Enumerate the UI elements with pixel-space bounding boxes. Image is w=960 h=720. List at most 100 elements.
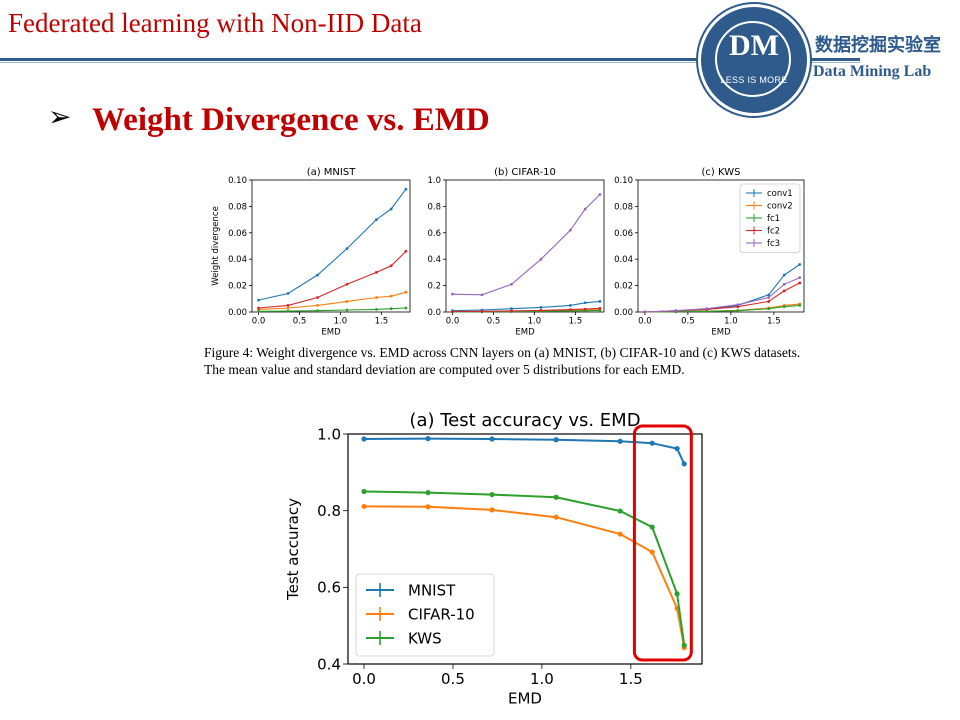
data-point — [389, 307, 393, 311]
legend-entry: fc3 — [746, 239, 780, 249]
data-point — [345, 247, 349, 251]
y-tick-label: 0.4 — [317, 655, 341, 673]
data-point — [510, 282, 513, 286]
series-line — [258, 250, 407, 309]
y-tick-label: 1.0 — [427, 176, 441, 186]
data-point — [782, 305, 786, 309]
data-point — [598, 306, 602, 310]
data-point — [617, 438, 623, 444]
x-tick-label: 0.5 — [487, 317, 501, 327]
legend-entry: MNIST — [366, 581, 456, 599]
plot-frame — [347, 433, 703, 665]
data-point — [316, 309, 319, 313]
data-point — [489, 507, 495, 513]
data-point — [569, 308, 572, 312]
legend-label: fc3 — [767, 239, 780, 249]
y-tick-label: 0.8 — [427, 202, 441, 212]
legend-box — [739, 183, 801, 253]
series-fc2 — [451, 306, 602, 314]
data-point — [345, 282, 349, 286]
chart-title: (a) Test accuracy vs. EMD — [409, 410, 640, 431]
legend-label: conv2 — [767, 201, 793, 211]
data-point — [257, 309, 260, 313]
data-point — [681, 642, 687, 648]
legend-entry: KWS — [366, 629, 442, 647]
data-point — [798, 304, 802, 307]
series-line — [258, 188, 407, 301]
series-kws — [361, 488, 687, 648]
y-tick-label: 0.02 — [614, 282, 633, 292]
y-tick-label: 0.6 — [317, 579, 341, 597]
data-point — [782, 273, 786, 277]
data-point — [361, 436, 367, 442]
data-point — [649, 524, 655, 530]
data-point — [782, 282, 786, 286]
data-point — [345, 300, 349, 303]
data-point — [736, 305, 740, 309]
section-title: Weight Divergence vs. EMD — [92, 102, 490, 138]
data-point — [674, 591, 680, 597]
lab-name-cn: 数据挖掘实验室 — [815, 35, 941, 56]
y-tick-label: 1.0 — [317, 425, 341, 443]
legend: MNIST CIFAR-10 KWS — [355, 573, 495, 657]
data-point — [674, 309, 678, 313]
data-point — [316, 273, 319, 277]
header-divider-thin — [0, 62, 860, 63]
y-tick-label: 0.04 — [614, 255, 633, 265]
series-fc2 — [643, 281, 802, 314]
logo-motto: LESS IS MORE — [720, 75, 788, 85]
y-tick-label: 0.4 — [427, 255, 441, 265]
series-fc3 — [643, 276, 802, 314]
x-tick-label: 1.5 — [569, 317, 583, 327]
y-tick-label: 0.08 — [614, 202, 633, 212]
data-point — [375, 218, 378, 222]
y-tick-label: 0.00 — [614, 308, 633, 318]
legend-entry: fc1 — [746, 214, 780, 224]
x-tick-label: 0.5 — [681, 317, 695, 327]
data-point — [598, 309, 602, 312]
data-point — [375, 296, 378, 299]
legend-label: conv1 — [767, 189, 793, 199]
series-fc3 — [451, 193, 602, 297]
data-point — [643, 310, 647, 314]
data-point — [286, 309, 290, 313]
data-point — [782, 289, 786, 293]
lab-logo: DM LESS IS MORE — [698, 4, 810, 116]
x-tick-label: 1.0 — [334, 317, 348, 327]
chart-4: (a) Test accuracy vs. EMD 0.0 0.5 1.0 1.5 0.4… — [284, 410, 703, 708]
legend-label: MNIST — [408, 581, 456, 599]
data-point — [649, 440, 655, 446]
data-point — [286, 304, 290, 307]
legend-label: KWS — [408, 629, 442, 647]
y-tick-label: 0.06 — [614, 229, 633, 239]
data-point — [404, 249, 408, 253]
x-tick-label: 1.5 — [619, 670, 643, 688]
y-tick-label: 0.00 — [228, 308, 247, 318]
x-axis-label: EMD — [321, 328, 341, 338]
slide-title: Federated learning with Non-IID Data — [8, 8, 422, 38]
series-fc2 — [257, 249, 408, 310]
y-tick-label: 0.8 — [317, 502, 341, 520]
data-point — [316, 304, 319, 307]
data-point — [404, 306, 408, 310]
data-point — [569, 304, 572, 307]
series-line — [452, 194, 601, 296]
data-point — [583, 307, 587, 311]
chart-title: (a) MNIST — [307, 167, 357, 178]
data-point — [649, 549, 655, 555]
series-cifar-10 — [361, 503, 687, 651]
data-point — [451, 292, 454, 296]
x-tick-label: 1.0 — [530, 670, 554, 688]
logo-text: DM — [729, 29, 779, 62]
arrow-bullet-icon: ➢ — [48, 100, 72, 133]
x-tick-label: 1.5 — [375, 317, 389, 327]
x-tick-label: 0.5 — [441, 670, 465, 688]
data-point — [553, 437, 559, 443]
data-point — [539, 257, 543, 261]
y-tick-label: 0.0 — [427, 308, 441, 318]
data-point — [389, 264, 393, 268]
data-point — [404, 187, 408, 191]
x-tick-label: 0.5 — [293, 317, 307, 327]
legend-label: CIFAR-10 — [408, 605, 475, 623]
data-point — [736, 309, 740, 313]
